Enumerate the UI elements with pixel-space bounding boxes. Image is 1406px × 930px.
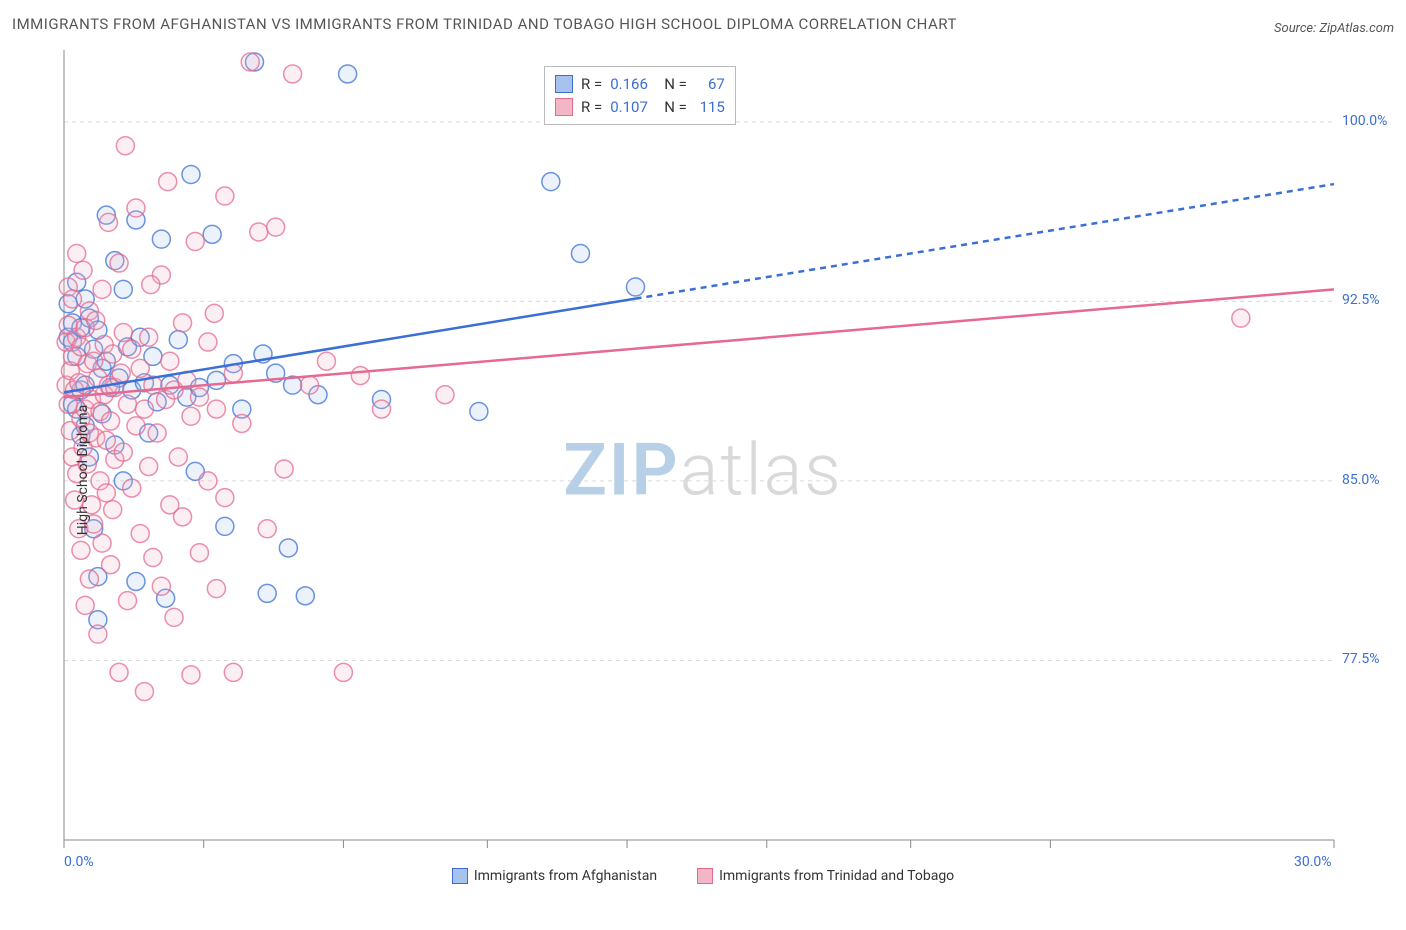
stats-n-value: 67: [695, 73, 725, 96]
source-name: ZipAtlas.com: [1319, 21, 1394, 36]
stats-n-label: N =: [664, 96, 687, 119]
y-axis-title: High School Diploma: [75, 405, 91, 535]
legend-item-trinidad: Immigrants from Trinidad and Tobago: [697, 852, 954, 900]
legend-swatch: [555, 75, 573, 93]
stats-row-afghanistan: R = 0.166 N = 67: [555, 73, 725, 96]
stats-legend-box: R = 0.166 N = 67 R = 0.107 N = 115: [544, 66, 736, 125]
source-label: Source:: [1274, 21, 1316, 36]
y-tick-label: 77.5%: [1342, 651, 1380, 667]
y-tick-label: 100.0%: [1342, 113, 1387, 129]
legend-swatch: [697, 868, 713, 884]
legend-swatch: [452, 868, 468, 884]
y-tick-label: 85.0%: [1342, 472, 1380, 488]
legend-swatch: [555, 98, 573, 116]
legend-label: Immigrants from Afghanistan: [474, 868, 657, 884]
stats-n-label: N =: [664, 73, 687, 96]
chart-container: ZIPatlas High School Diploma R =0.166N =…: [12, 40, 1394, 900]
chart-title: IMMIGRANTS FROM AFGHANISTAN VS IMMIGRANT…: [12, 12, 957, 36]
legend-item-afghanistan: Immigrants from Afghanistan: [452, 852, 657, 900]
stats-r-value: 0.166: [610, 73, 656, 96]
bottom-legend: Immigrants from Afghanistan Immigrants fr…: [12, 852, 1394, 900]
source-attr: Source: ZipAtlas.com: [1274, 21, 1394, 36]
stats-r-label: R =: [581, 96, 602, 119]
stats-n-value: 115: [695, 96, 725, 119]
y-tick-label: 92.5%: [1342, 292, 1380, 308]
stats-r-label: R =: [581, 73, 602, 96]
legend-label: Immigrants from Trinidad and Tobago: [719, 868, 954, 884]
stats-r-value: 0.107: [610, 96, 656, 119]
scatter-plot: [12, 40, 1394, 890]
stats-row-trinidad: R = 0.107 N = 115: [555, 96, 725, 119]
